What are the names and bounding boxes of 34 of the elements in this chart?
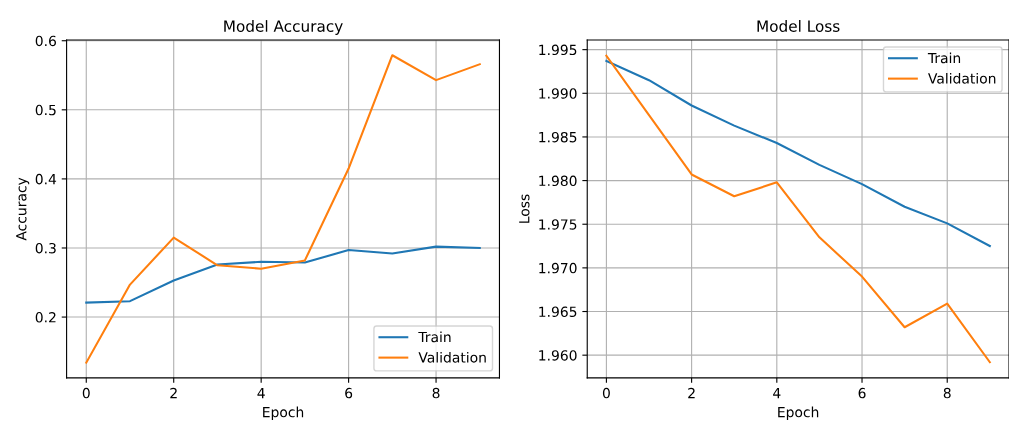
y-axis-title: Accuracy (16, 177, 30, 241)
y-tick-label: 0.3 (35, 242, 56, 254)
x-tick-label: 0 (82, 387, 90, 399)
x-axis-title: Epoch (263, 406, 304, 421)
legend-label: Validation (418, 351, 486, 363)
x-tick-label: 0 (602, 387, 610, 399)
y-tick-label: 0.5 (35, 104, 56, 116)
y-tick-label: 1.985 (539, 131, 577, 143)
legend-label: Train (927, 52, 961, 64)
x-tick-label: 6 (858, 387, 866, 399)
legend-label: Validation (928, 72, 996, 84)
y-tick-label: 1.975 (539, 219, 577, 230)
x-axis-title: Epoch (778, 406, 819, 421)
chart-title: Model Accuracy (224, 20, 343, 35)
y-axis-title: Loss (519, 194, 530, 223)
x-tick-label: 4 (773, 388, 781, 399)
line-series (85, 245, 481, 304)
legend-label: Train (418, 331, 451, 343)
x-tick-label: 2 (688, 387, 695, 399)
y-tick-label: 0.2 (35, 312, 56, 323)
y-tick-label: 0.6 (35, 35, 56, 47)
x-tick-label: 4 (257, 388, 265, 399)
x-tick-label: 8 (943, 387, 951, 399)
x-tick-label: 8 (432, 387, 440, 399)
x-tick-label: 2 (170, 387, 177, 399)
y-tick-label: 1.990 (539, 88, 577, 99)
y-tick-label: 1.965 (539, 306, 577, 317)
y-tick-label: 0.4 (35, 173, 57, 185)
y-tick-label: 1.995 (539, 44, 577, 56)
y-tick-label: 1.960 (539, 350, 577, 361)
y-tick-label: 1.980 (539, 175, 577, 187)
y-tick-label: 1.970 (539, 262, 577, 274)
chart-title: Model Loss (757, 20, 840, 32)
x-tick-label: 6 (345, 387, 353, 399)
